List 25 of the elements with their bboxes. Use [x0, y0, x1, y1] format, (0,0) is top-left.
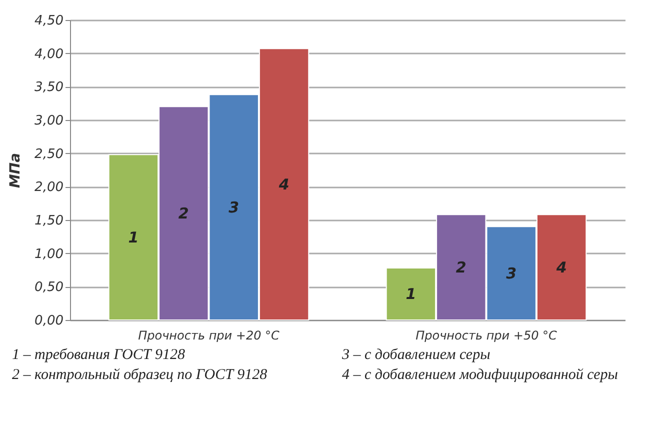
text: 1	[128, 228, 139, 246]
text: 1 – требования ГОСТ 9128	[12, 346, 186, 365]
y-tick-label: 3,50	[34, 80, 64, 96]
series-label: 3	[228, 198, 240, 216]
y-tick-label: 2,50	[34, 146, 64, 162]
text: 4	[556, 258, 567, 276]
text: 2	[456, 258, 466, 276]
series-label: 2	[178, 204, 189, 222]
text: 2 – контрольный образец по ГОСТ 9128	[12, 366, 268, 385]
text: 3 – с добавлением серы	[342, 346, 492, 365]
x-tick-label: Прочность при +50 °С	[416, 328, 558, 342]
y-tick-label: 1,50	[34, 214, 64, 228]
text: 4 – с добавлением модифицированной серы	[342, 366, 619, 385]
y-axis-title: МПа	[8, 152, 24, 188]
y-tick-label: 2,00	[34, 180, 64, 196]
text: 3	[506, 264, 517, 282]
y-tick-label: 4,00	[34, 46, 64, 62]
series-label: 1	[406, 285, 416, 303]
series-label: 4	[278, 175, 290, 194]
y-tick-label: 3,00	[34, 114, 64, 128]
y-tick-label: 0,00	[34, 314, 64, 328]
x-tick-label: Прочность при +20 °С	[138, 328, 280, 342]
y-tick-label: 1,00	[34, 246, 64, 262]
y-tick-label: 4,50	[34, 14, 64, 28]
y-tick-label: 0,50	[34, 280, 64, 296]
